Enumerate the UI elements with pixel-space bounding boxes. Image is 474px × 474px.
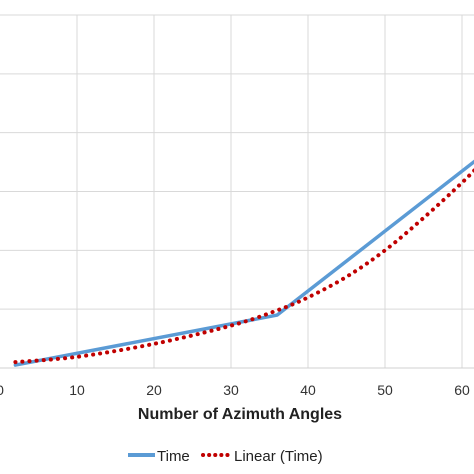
x-tick-label: 40 — [300, 382, 316, 398]
series-line-time — [13, 159, 474, 367]
x-tick-label: 60 — [454, 382, 470, 398]
x-tick-label: 10 — [69, 382, 85, 398]
x-tick-label: 0 — [0, 382, 4, 398]
x-tick-label: 50 — [377, 382, 393, 398]
legend-label-linear-time: Linear (Time) — [234, 448, 323, 465]
x-axis-title: Number of Azimuth Angles — [138, 406, 342, 423]
series-layer — [13, 159, 474, 367]
x-tick-label: 20 — [146, 382, 162, 398]
legend-label-time: Time — [157, 448, 190, 465]
x-tick-label: 30 — [223, 382, 239, 398]
x-tick-labels: 0 10 20 30 40 50 60 — [0, 382, 470, 398]
grid — [0, 14, 474, 368]
legend: Time Linear (Time) — [128, 448, 323, 465]
series-line-linear-time — [13, 167, 474, 365]
